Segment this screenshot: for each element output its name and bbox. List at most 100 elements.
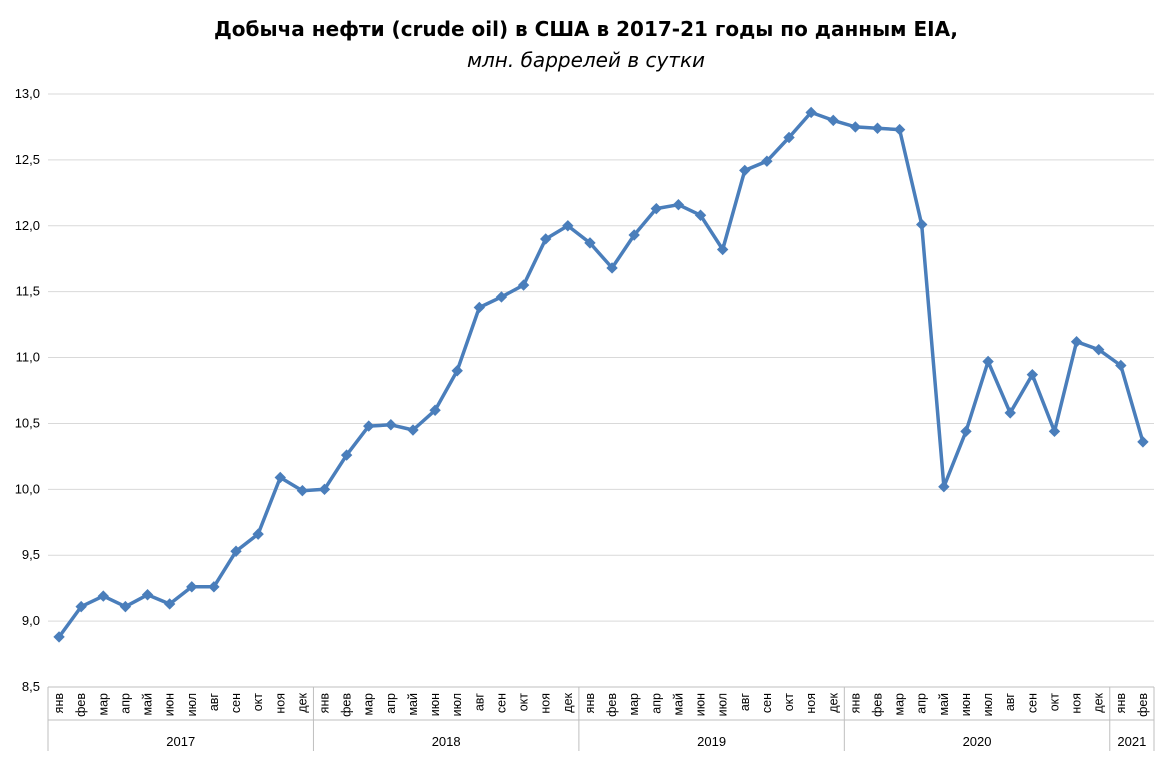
x-month-label: янв [52, 693, 66, 714]
y-tick-label: 11,5 [16, 284, 40, 299]
y-tick-label: 12,0 [15, 218, 40, 233]
data-point [938, 480, 950, 493]
x-month-label: янв [1114, 693, 1128, 714]
data-point [473, 301, 486, 314]
year-label: 2020 [963, 734, 992, 749]
x-month-label: мар [96, 693, 110, 716]
x-month-label: янв [583, 693, 597, 714]
x-month-label: фев [871, 693, 885, 717]
data-point [208, 581, 220, 593]
chart-subtitle: млн. баррелей в сутки [466, 48, 706, 72]
y-tick-label: 12,5 [15, 152, 40, 167]
y-tick-label: 9,5 [22, 547, 40, 562]
x-month-label: янв [318, 693, 332, 714]
x-month-label: авг [1003, 693, 1017, 712]
year-label: 2017 [166, 734, 195, 749]
chart-title-block: Добыча нефти (crude oil) в США в 2017-21… [0, 14, 1172, 76]
data-point [849, 121, 862, 133]
data-point [141, 589, 154, 601]
data-point [97, 590, 110, 602]
data-point [119, 600, 132, 613]
data-point [1115, 359, 1127, 372]
y-tick-label: 13,0 [15, 86, 40, 101]
x-month-label: авг [738, 693, 752, 712]
data-point [805, 106, 817, 119]
data-point [230, 545, 242, 557]
x-month-label: дек [295, 692, 309, 712]
y-tick-label: 11,0 [16, 350, 40, 365]
data-point [363, 420, 375, 432]
x-month-label: сен [760, 693, 774, 713]
y-tick-label: 9,0 [22, 613, 40, 628]
data-point [1048, 425, 1061, 438]
x-month-label: апр [384, 693, 398, 714]
x-month-label: мар [627, 693, 641, 716]
x-month-label: фев [1136, 693, 1150, 717]
data-point [893, 123, 906, 136]
data-point [960, 425, 972, 438]
data-point [1092, 343, 1105, 356]
data-point [783, 131, 795, 144]
data-point [163, 598, 176, 610]
data-point [340, 449, 353, 461]
data-point [407, 424, 419, 436]
x-month-label: сен [229, 693, 243, 713]
x-month-label: июл [185, 693, 199, 716]
x-month-label: дек [561, 692, 575, 712]
data-point [296, 484, 309, 497]
x-month-label: фев [74, 693, 88, 717]
data-point [606, 262, 618, 274]
data-point [1004, 407, 1016, 419]
year-label: 2021 [1117, 734, 1146, 749]
data-point [451, 365, 463, 377]
x-month-label: апр [915, 693, 929, 714]
data-point [252, 528, 264, 540]
x-month-label: июл [716, 693, 730, 716]
data-point [495, 291, 508, 303]
x-month-label: ноя [1070, 693, 1084, 714]
data-point [672, 198, 685, 211]
x-month-label: мар [893, 693, 907, 716]
x-month-label: июл [450, 693, 464, 716]
x-month-label: июн [694, 693, 708, 716]
x-month-label: май [406, 693, 420, 716]
data-point [716, 243, 729, 256]
x-month-label: окт [1047, 693, 1061, 712]
x-month-label: апр [649, 693, 663, 714]
data-point [429, 404, 441, 416]
data-point [739, 164, 751, 177]
data-point [385, 419, 397, 431]
data-point [650, 202, 663, 215]
data-point [1137, 436, 1149, 448]
x-month-label: апр [118, 693, 132, 714]
x-month-label: ноя [273, 693, 287, 714]
x-month-label: сен [1025, 693, 1039, 713]
x-month-label: мар [362, 693, 376, 716]
x-month-label: июн [428, 693, 442, 716]
y-tick-label: 10,0 [15, 481, 40, 496]
y-tick-label: 8,5 [22, 679, 40, 694]
x-month-label: сен [494, 693, 508, 713]
data-point [982, 355, 994, 368]
data-point [827, 114, 839, 127]
chart-title: Добыча нефти (crude oil) в США в 2017-21… [213, 17, 959, 41]
data-point [694, 209, 707, 221]
data-point [584, 237, 596, 249]
x-month-label: фев [605, 693, 619, 717]
x-month-label: дек [1092, 692, 1106, 712]
x-month-label: май [141, 693, 155, 716]
data-point [75, 600, 87, 613]
x-month-label: июл [981, 693, 995, 716]
data-point [53, 631, 65, 643]
x-month-label: ноя [539, 693, 553, 714]
series-line [57, 110, 1145, 638]
x-month-label: июн [959, 693, 973, 716]
x-month-label: окт [782, 693, 796, 712]
x-month-label: июн [163, 693, 177, 716]
x-month-label: ноя [804, 693, 818, 714]
data-point [628, 229, 640, 241]
data-point [318, 483, 331, 496]
data-point [761, 155, 773, 167]
data-point [871, 122, 884, 134]
